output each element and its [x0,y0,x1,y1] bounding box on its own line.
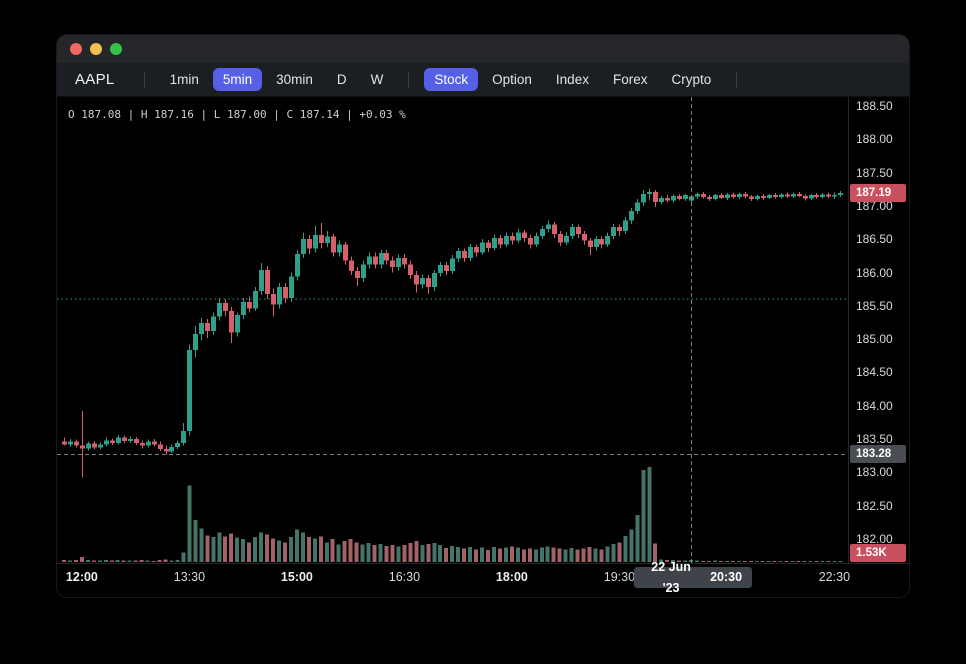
price-tick-label: 184.50 [856,365,893,380]
market-tab-stock[interactable]: Stock [424,68,479,91]
price-tick-label: 183.00 [856,465,893,480]
timeframe-button-30min[interactable]: 30min [276,72,313,87]
ohlc-legend: O 187.08 | H 187.16 | L 187.00 | C 187.1… [68,108,406,121]
market-tab-forex[interactable]: Forex [612,72,648,87]
toolbar: AAPL 1min 5min 30min D W Stock Option Index For… [57,63,909,97]
titlebar[interactable] [57,35,909,63]
time-axis[interactable]: 12:0013:3015:0016:3018:0019:3021:0022:30… [57,560,909,597]
market-tab-option[interactable]: Option [492,72,532,87]
toolbar-divider [408,71,410,88]
close-traffic-light-button[interactable] [70,43,82,55]
price-tick-label: 186.00 [856,265,893,280]
timeframe-button-w[interactable]: W [370,72,384,87]
timeframe-button-1min[interactable]: 1min [169,72,199,87]
toolbar-divider [736,71,738,88]
price-tick-label: 183.50 [856,432,893,446]
trading-app-window: AAPL 1min 5min 30min D W Stock Option Index For… [57,35,909,597]
time-tick-label: 15:00 [280,570,313,584]
price-axis[interactable]: 187.19 183.28 1.53K 188.50 188.00 187.50 18… [848,97,909,563]
time-tick-label: 16:30 [388,570,421,584]
price-tick-label: 182.50 [856,498,893,513]
timeframe-button-d[interactable]: D [336,72,347,87]
minimize-traffic-light-button[interactable] [90,43,102,55]
market-tab-group: Stock Option Index Forex Crypto [422,68,723,91]
price-tick-label: 184.00 [856,398,893,413]
time-tick-label: 22:30 [818,570,851,584]
crosshair-date-label: 22 Jun '23 [651,559,691,595]
symbol-label: AAPL [75,71,115,88]
crosshair-time-badge: 22 Jun '23 20:30 [634,560,753,595]
price-tick-label: 182.00 [856,531,893,546]
price-tick-label: 187.50 [856,165,893,180]
price-tick-label: 186.50 [856,232,893,247]
candlestick-plot[interactable]: O 187.08 | H 187.16 | L 187.00 | C 187.1… [57,97,848,563]
time-tick-label: 19:30 [603,570,636,584]
chart-area: O 187.08 | H 187.16 | L 187.00 | C 187.1… [57,97,909,597]
time-tick-label: 12:00 [65,570,98,584]
price-tick-label: 185.00 [856,332,893,347]
last-price-badge: 187.19 [850,184,906,203]
toolbar-divider [143,71,145,88]
price-tick-label: 188.00 [856,132,893,147]
price-tick-label: 188.50 [856,99,893,113]
volume-bars [62,466,843,562]
price-tick-label: 187.00 [856,198,893,213]
timeframe-button-5min[interactable]: 5min [212,68,263,91]
candles [62,188,843,478]
crosshair-price-badge: 183.28 [850,444,906,463]
market-tab-index[interactable]: Index [555,72,589,87]
candlestick-chart-svg [57,97,848,563]
time-tick-label: 13:30 [173,570,206,584]
time-tick-label: 18:00 [495,570,528,584]
market-tab-crypto[interactable]: Crypto [671,72,712,87]
price-tick-label: 185.50 [856,298,893,313]
crosshair-time-label: 20:30 [710,570,743,584]
zoom-traffic-light-button[interactable] [110,43,122,55]
volume-badge: 1.53K [850,544,906,562]
timeframe-group: 1min 5min 30min D W [158,68,396,91]
